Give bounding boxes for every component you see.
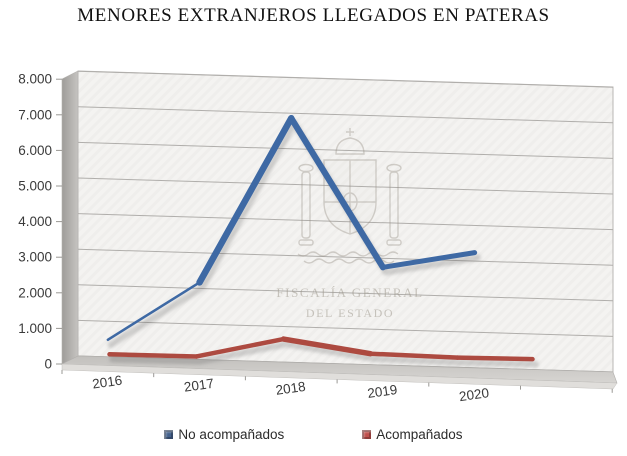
gridline	[77, 248, 614, 266]
y-tick-label: 0	[44, 357, 52, 372]
series-segment	[106, 281, 201, 342]
series-segment	[280, 336, 374, 357]
x-category-label: 2017	[183, 376, 215, 395]
gridline	[77, 106, 614, 124]
legend-label-no-acompanados: No acompañados	[178, 427, 285, 442]
series-segment	[288, 115, 387, 271]
x-category-label: 2016	[91, 373, 123, 392]
gridline	[77, 213, 614, 231]
y-tick-label: 1.000	[18, 321, 52, 336]
y-tick-label: 6.000	[18, 143, 52, 158]
pillar-icon	[389, 171, 399, 239]
series-segment	[194, 336, 286, 359]
series-segment	[455, 355, 535, 362]
gridline	[77, 284, 614, 302]
series-line-no-acompanados	[106, 114, 478, 342]
legend-marker-acompanados-icon	[362, 430, 372, 439]
pillar-capital	[386, 163, 402, 173]
watermark-line2: DEL ESTADO	[306, 306, 394, 320]
crown-icon	[335, 137, 365, 155]
series-segment	[196, 114, 295, 286]
legend-marker-no-acompanados-icon	[164, 430, 174, 439]
series-shadow-acompanados	[109, 340, 539, 368]
chart-legend: No acompañados Acompañados	[0, 427, 627, 442]
x-category-label: 2018	[275, 379, 307, 398]
pillar-icon	[301, 171, 311, 239]
y-tick-label: 8.000	[18, 72, 52, 87]
x-category-label: 2020	[458, 385, 490, 404]
series-line-acompanados	[107, 336, 535, 362]
pillar-base	[298, 239, 314, 246]
floor-front-face	[61, 363, 618, 390]
gridline	[77, 70, 614, 88]
shield-icon	[323, 159, 377, 235]
series-segment	[107, 352, 199, 359]
x-axis: 2016 2017 2018 2019 2020	[61, 370, 613, 404]
y-tick-label: 4.000	[18, 214, 52, 229]
series-segment	[368, 351, 460, 360]
y-axis: 0 1.000 2.000 3.000 4.000 5.000 6.000 7.000 8.00…	[18, 72, 62, 372]
pillar-base	[386, 239, 402, 246]
watermark-line1: FISCALÍA GENERAL	[276, 285, 423, 300]
y-tick-label: 3.000	[18, 250, 52, 265]
y-tick-label: 7.000	[18, 107, 52, 122]
crown-cross-icon	[346, 128, 354, 136]
legend-label-acompanados: Acompañados	[376, 427, 463, 442]
gridline	[77, 141, 614, 159]
pillar-capital	[298, 163, 314, 173]
gridline	[77, 177, 614, 195]
gridline	[77, 319, 614, 337]
watermark-text: FISCALÍA GENERAL DEL ESTADO	[276, 285, 423, 320]
shield-quarters	[324, 160, 376, 234]
chart-title: MENORES EXTRANJEROS LLEGADOS EN PATERAS	[77, 5, 550, 26]
legend-item-acompanados: Acompañados	[362, 427, 463, 442]
series-segment	[380, 250, 478, 270]
y-tick-label: 5.000	[18, 179, 52, 194]
legend-item-no-acompanados: No acompañados	[164, 427, 284, 442]
left-wall	[61, 70, 79, 365]
y-tick-label: 2.000	[18, 285, 52, 300]
x-category-label: 2019	[366, 382, 398, 401]
